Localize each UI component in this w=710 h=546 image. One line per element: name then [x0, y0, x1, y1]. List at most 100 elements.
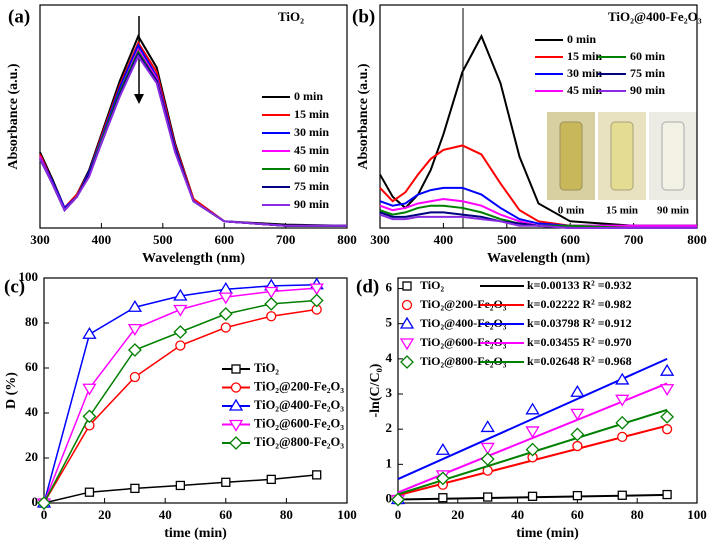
x-axis-title: Wavelength (nm): [142, 251, 245, 266]
marker: [525, 442, 540, 457]
legend-label: TiO₂@400-Fe₂O₃: [254, 398, 344, 412]
marker: [173, 325, 188, 339]
photo-inset: [547, 112, 697, 200]
marker: [230, 382, 242, 393]
panel-label: (a): [8, 6, 30, 27]
y-tick-label: 60: [25, 359, 38, 374]
legend-label: k=0.02222 R² =0.982: [527, 297, 632, 311]
marker: [218, 307, 233, 321]
x-tick-label: 40: [159, 507, 172, 522]
x-tick-label: 300: [370, 232, 390, 247]
plot-frame: [39, 4, 348, 229]
series-line: [43, 287, 317, 504]
y-tick-label: 20: [25, 449, 38, 464]
plot-frame: [379, 4, 698, 229]
marker: [82, 383, 97, 396]
x-tick-label: 0: [395, 507, 402, 522]
x-tick-label: 60: [219, 507, 232, 522]
marker: [659, 384, 675, 397]
x-tick-label: 400: [92, 232, 112, 247]
legend-label: TiO₂@800-Fe₂O₃: [254, 435, 344, 449]
marker: [173, 288, 188, 301]
series-line: [379, 213, 697, 229]
y-tick-label: 1: [386, 455, 393, 470]
marker: [400, 355, 414, 369]
photo-label: 0 min: [558, 205, 585, 217]
x-tick-label: 300: [30, 232, 50, 247]
legend-label: TiO₂: [254, 361, 279, 375]
series-line: [379, 33, 697, 227]
marker: [175, 340, 186, 351]
marker: [264, 286, 279, 299]
legend-label: k=0.03455 R² =0.970: [527, 335, 632, 349]
marker: [570, 408, 585, 421]
y-tick-label: 4: [386, 350, 393, 365]
legend-label: TiO₂@600-Fe₂O₃: [420, 335, 507, 349]
x-tick-label: 600: [214, 232, 234, 247]
legend-label: k=0.00133 R² =0.932: [527, 278, 632, 292]
annotation: TiO₂: [278, 9, 304, 24]
marker: [615, 394, 630, 407]
marker: [309, 283, 324, 296]
marker: [438, 493, 448, 503]
marker: [615, 372, 630, 385]
legend-label: 75 min: [630, 66, 665, 80]
marker: [483, 492, 493, 502]
marker: [525, 426, 540, 439]
y-axis-title: D (%): [4, 372, 19, 409]
legend-label: 60 min: [630, 49, 665, 63]
marker: [399, 338, 415, 351]
arrow-head: [134, 94, 144, 104]
y-tick-label: 80: [25, 314, 38, 329]
marker: [662, 489, 672, 500]
y-tick-label: 6: [386, 280, 393, 295]
photo-label: 15 min: [606, 205, 638, 217]
x-tick-label: 60: [571, 507, 584, 522]
y-axis-title: Absorbance (a.u.): [6, 63, 21, 170]
marker: [127, 299, 143, 312]
x-tick-label: 40: [511, 507, 524, 522]
y-tick-label: 40: [25, 404, 38, 419]
legend-label: 15 min: [567, 49, 602, 63]
marker: [401, 299, 413, 311]
marker: [661, 424, 673, 435]
legend-label: TiO₂@600-Fe₂O₃: [254, 416, 344, 430]
x-tick-label: 20: [98, 507, 111, 522]
marker: [391, 492, 405, 507]
marker: [527, 491, 538, 501]
marker: [480, 442, 495, 455]
photo-label: 90 min: [657, 205, 689, 217]
legend-label: 30 min: [294, 125, 329, 139]
x-tick-label: 500: [153, 232, 173, 247]
x-tick-label: 20: [451, 507, 464, 522]
marker: [127, 343, 142, 357]
marker: [266, 311, 277, 322]
marker: [127, 323, 143, 336]
marker: [228, 419, 244, 432]
marker: [659, 363, 675, 376]
legend-label: k=0.03798 R² =0.912: [527, 316, 632, 330]
x-tick-label: 100: [687, 507, 707, 522]
x-axis-title: Wavelength (nm): [487, 251, 590, 266]
x-tick-label: 80: [280, 507, 293, 522]
marker: [231, 364, 241, 374]
marker: [264, 296, 279, 311]
y-axis-title: -ln(C/C₀): [368, 363, 383, 417]
x-tick-label: 800: [687, 232, 707, 247]
y-tick-label: 3: [386, 385, 393, 400]
marker: [572, 490, 583, 501]
marker: [266, 474, 276, 485]
legend-label: TiO₂: [420, 278, 444, 292]
legend-label: 45 min: [567, 83, 602, 97]
x-tick-label: 700: [624, 232, 644, 247]
legend-label: TiO₂@200-Fe₂O₃: [420, 297, 507, 311]
marker: [173, 304, 188, 317]
marker: [615, 415, 630, 430]
x-tick-label: 500: [497, 232, 517, 247]
x-tick-label: 600: [560, 232, 580, 247]
legend-label: TiO₂@800-Fe₂O₃: [420, 354, 507, 368]
vial: [610, 121, 634, 191]
legend-label: 30 min: [567, 66, 602, 80]
marker: [435, 443, 450, 455]
